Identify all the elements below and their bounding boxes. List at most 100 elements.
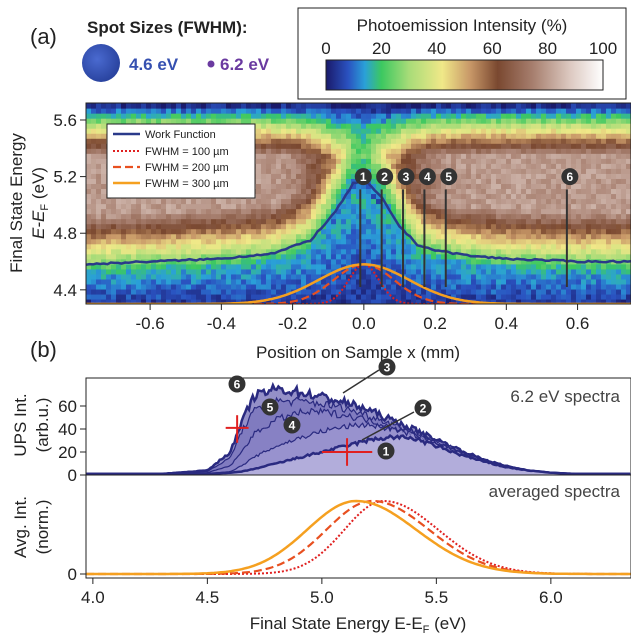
heatmap-cell xyxy=(221,263,227,270)
heatmap-cell xyxy=(566,238,572,245)
heatmap-cell xyxy=(471,108,477,114)
heatmap-cell xyxy=(606,188,612,195)
heatmap-cell xyxy=(351,288,357,295)
heatmap-cell xyxy=(96,238,102,245)
heatmap-cell xyxy=(211,298,217,304)
heatmap-cell xyxy=(591,198,597,205)
heatmap-cell xyxy=(621,253,627,260)
heatmap-cell xyxy=(366,218,372,225)
heatmap-cell xyxy=(136,253,142,260)
heatmap-cell xyxy=(356,283,362,290)
heatmap-cell xyxy=(626,208,631,215)
heatmap-cell xyxy=(131,238,137,245)
heatmap-cell xyxy=(306,233,312,240)
heatmap-cell xyxy=(96,263,102,270)
heatmap-cell xyxy=(561,213,567,220)
heatmap-cell xyxy=(566,123,572,129)
heatmap-cell xyxy=(266,288,272,295)
heatmap-cell xyxy=(196,228,202,235)
heatmap-cell xyxy=(111,198,117,205)
heatmap-cell xyxy=(426,133,432,139)
heatmap-cell xyxy=(531,238,537,245)
heatmap-cell xyxy=(496,248,502,255)
heatmap-cell xyxy=(281,213,287,220)
heatmap-cell xyxy=(96,268,102,275)
heatmap-cell xyxy=(481,213,487,220)
heatmap-cell xyxy=(546,273,552,280)
heatmap-cell xyxy=(286,278,292,285)
heatmap-cell xyxy=(366,123,372,129)
heatmap-cell xyxy=(441,158,447,164)
heatmap-cell xyxy=(351,273,357,280)
heatmap-cell xyxy=(226,293,232,300)
heatmap-cell xyxy=(346,193,352,200)
heatmap-cell xyxy=(91,258,97,265)
heatmap-cell xyxy=(611,278,617,285)
heatmap-cell xyxy=(361,278,367,285)
heatmap-cell xyxy=(206,228,212,235)
heatmap-cell xyxy=(101,228,107,235)
heatmap-cell xyxy=(326,153,332,159)
heatmap-cell xyxy=(141,243,147,250)
heatmap-cell xyxy=(291,128,297,134)
heatmap-cell xyxy=(396,213,402,220)
heatmap-cell xyxy=(426,148,432,154)
heatmap-cell xyxy=(466,208,472,215)
heatmap-cell xyxy=(621,228,627,235)
heatmap-cell xyxy=(606,133,612,139)
heatmap-cell xyxy=(576,143,582,149)
heatmap-cell xyxy=(526,298,532,304)
heatmap-cell xyxy=(536,143,542,149)
heatmap-cell xyxy=(401,113,407,119)
heatmap-cell xyxy=(341,253,347,260)
heatmap-cell xyxy=(401,298,407,304)
heatmap-cell xyxy=(556,208,562,215)
heatmap-cell xyxy=(386,278,392,285)
heatmap-cell xyxy=(596,183,602,190)
heatmap-cell xyxy=(401,128,407,134)
heatmap-cell xyxy=(491,123,497,129)
heatmap-cell xyxy=(271,113,277,119)
heatmap-cell xyxy=(526,208,532,215)
heatmap-cell xyxy=(86,293,92,300)
heatmap-cell xyxy=(261,283,267,290)
heatmap-cell xyxy=(286,138,292,144)
heatmap-cell xyxy=(186,198,192,205)
heatmap-cell xyxy=(296,243,302,250)
heatmap-cell xyxy=(601,278,607,285)
heatmap-cell xyxy=(286,273,292,280)
heatmap-cell xyxy=(266,268,272,275)
heatmap-cell xyxy=(361,103,367,109)
heatmap-cell xyxy=(336,123,342,129)
heatmap-cell xyxy=(511,253,517,260)
heatmap-cell xyxy=(611,223,617,230)
heatmap-cell xyxy=(426,248,432,255)
heatmap-cell xyxy=(341,203,347,210)
heatmap-cell xyxy=(286,113,292,119)
heatmap-cell xyxy=(376,143,382,149)
heatmap-cell xyxy=(386,163,392,169)
heatmap-cell xyxy=(506,213,512,220)
heatmap-cell xyxy=(491,248,497,255)
heatmap-cell xyxy=(626,193,631,200)
heatmap-cell xyxy=(481,173,487,179)
heatmap-cell xyxy=(526,198,532,205)
heatmap-cell xyxy=(626,133,631,139)
heatmap-cell xyxy=(331,193,337,200)
heatmap-cell xyxy=(386,128,392,134)
heatmap-cell xyxy=(391,283,397,290)
heatmap-cell xyxy=(186,203,192,210)
heatmap-cell xyxy=(321,213,327,220)
heatmap-cell xyxy=(426,288,432,295)
heatmap-cell xyxy=(601,123,607,129)
heatmap-cell xyxy=(461,113,467,119)
heatmap-cell xyxy=(626,263,631,270)
heatmap-cell xyxy=(606,138,612,144)
heatmap-cell xyxy=(566,183,572,190)
heatmap-cell xyxy=(306,183,312,190)
heatmap-cell xyxy=(611,193,617,200)
heatmap-cell xyxy=(261,128,267,134)
heatmap-cell xyxy=(181,253,187,260)
heatmap-cell xyxy=(296,273,302,280)
heatmap-cell xyxy=(431,198,437,205)
